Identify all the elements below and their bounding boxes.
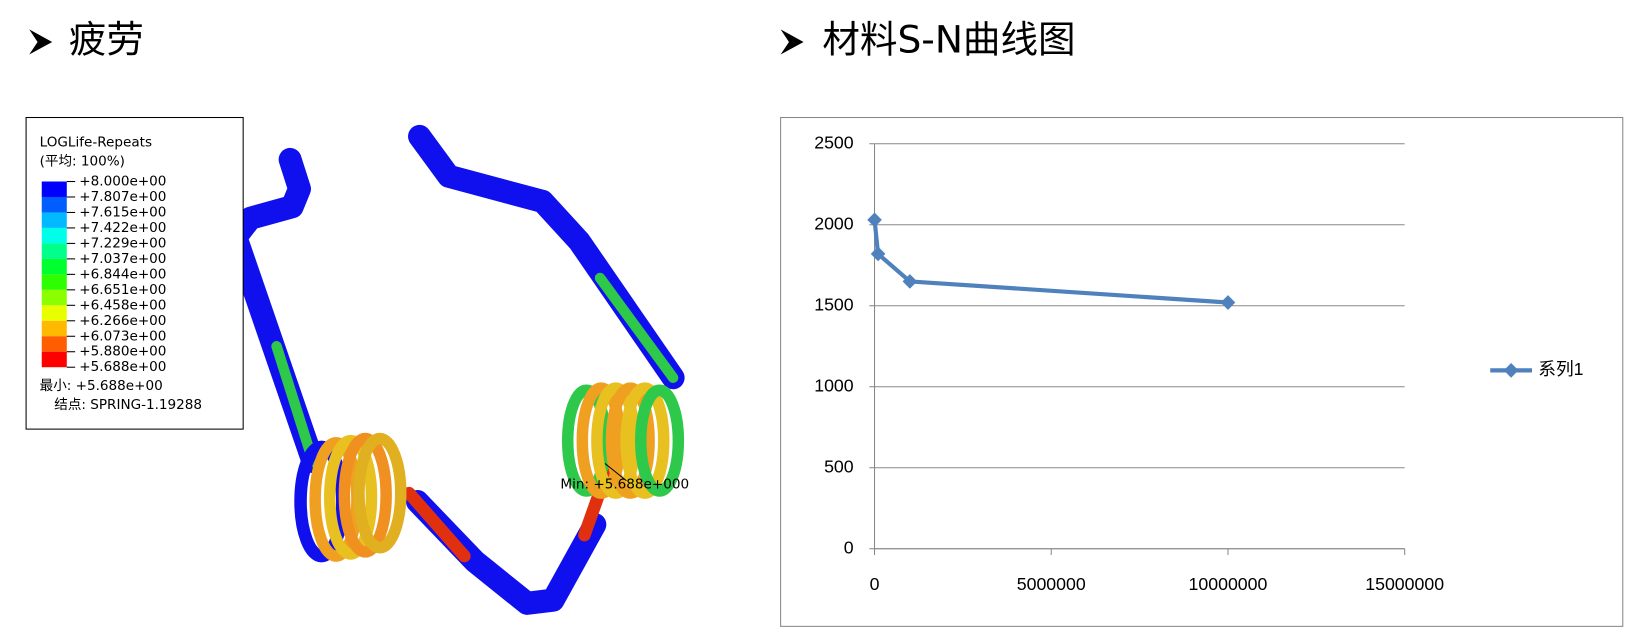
y-tick-label: 1000	[814, 375, 854, 395]
spring-arm-stress	[594, 272, 679, 383]
contour-level: +7.615e+00	[79, 204, 166, 220]
contour-band	[41, 289, 67, 306]
contour-band	[41, 243, 67, 259]
y-tick-label: 2000	[814, 213, 854, 233]
y-tick-label: 1500	[814, 294, 854, 314]
contour-level: +6.844e+00	[79, 266, 166, 282]
contour-band	[41, 336, 67, 352]
contour-level: +6.266e+00	[79, 313, 166, 329]
spring-illustration	[224, 124, 685, 615]
contour-level: +5.880e+00	[79, 344, 166, 360]
heading: 疲劳	[69, 17, 144, 61]
contour-level: +6.458e+00	[79, 297, 166, 313]
spring-arm	[224, 147, 325, 474]
contour-band	[41, 351, 67, 368]
bullet	[29, 29, 53, 55]
point	[1220, 295, 1236, 310]
contour-level: +7.229e+00	[79, 235, 166, 251]
coil	[620, 382, 670, 499]
coil	[635, 384, 685, 497]
contour-band	[41, 320, 67, 337]
right-coil	[561, 382, 685, 499]
x-tick-label: 15000000	[1365, 574, 1444, 594]
contour-title: LOGLife-Repeats	[40, 135, 152, 151]
contour-band	[41, 227, 67, 244]
coil	[605, 382, 655, 499]
coil	[576, 382, 626, 499]
contour-level: +6.651e+00	[79, 282, 166, 298]
coil	[338, 432, 392, 558]
x-tick-label: 0	[870, 574, 880, 594]
contour-legend-box	[25, 116, 244, 430]
coil	[591, 382, 641, 499]
contour-band	[41, 258, 67, 275]
heading: 材料S-N曲线图	[822, 17, 1075, 61]
contour-node: 结点: SPRING-1.19288	[54, 397, 202, 413]
contour-level: +7.422e+00	[79, 220, 166, 236]
coil	[353, 432, 407, 554]
contour-level: +7.037e+00	[79, 251, 166, 267]
point	[867, 212, 882, 228]
contour-subtitle: (平均: 100%)	[40, 154, 125, 170]
y-tick-label: 500	[824, 456, 854, 476]
x-tick-label: 5000000	[1017, 574, 1086, 594]
spring-arm-stress	[271, 340, 319, 467]
contour-level: +6.073e+00	[79, 328, 166, 344]
legend-label: 系列1	[1538, 359, 1583, 379]
contour-level: +8.000e+00	[79, 173, 166, 189]
contour-level: +7.807e+00	[79, 189, 166, 205]
contour-band	[41, 274, 67, 290]
min-annotation: Min: +5.688e+000	[560, 477, 689, 493]
contour-min: 最小: +5.688e+00	[40, 378, 163, 394]
chart: 0 500 1000 1500 2000 2500 0 5000000 10000000 1500…	[814, 132, 1583, 594]
y-tick-label: 2500	[814, 132, 854, 152]
chart-frame	[780, 116, 1624, 627]
contour-band	[41, 305, 67, 321]
x-tick-label: 10000000	[1189, 574, 1268, 594]
contour-band	[41, 181, 67, 197]
series-line	[872, 219, 1229, 305]
coil	[324, 434, 378, 560]
coil	[561, 384, 612, 497]
annotation-leader	[604, 463, 627, 482]
y-tick-label: 0	[844, 537, 854, 557]
contour-band	[41, 212, 67, 228]
left-coil	[294, 432, 407, 563]
contour-band	[41, 196, 67, 213]
contour-level: +5.688e+00	[79, 359, 166, 375]
spring-arm	[405, 489, 607, 615]
spring-arm-stress	[402, 486, 471, 563]
bullet	[780, 29, 804, 55]
legend-marker	[1503, 363, 1519, 378]
spring-arm	[408, 124, 685, 390]
